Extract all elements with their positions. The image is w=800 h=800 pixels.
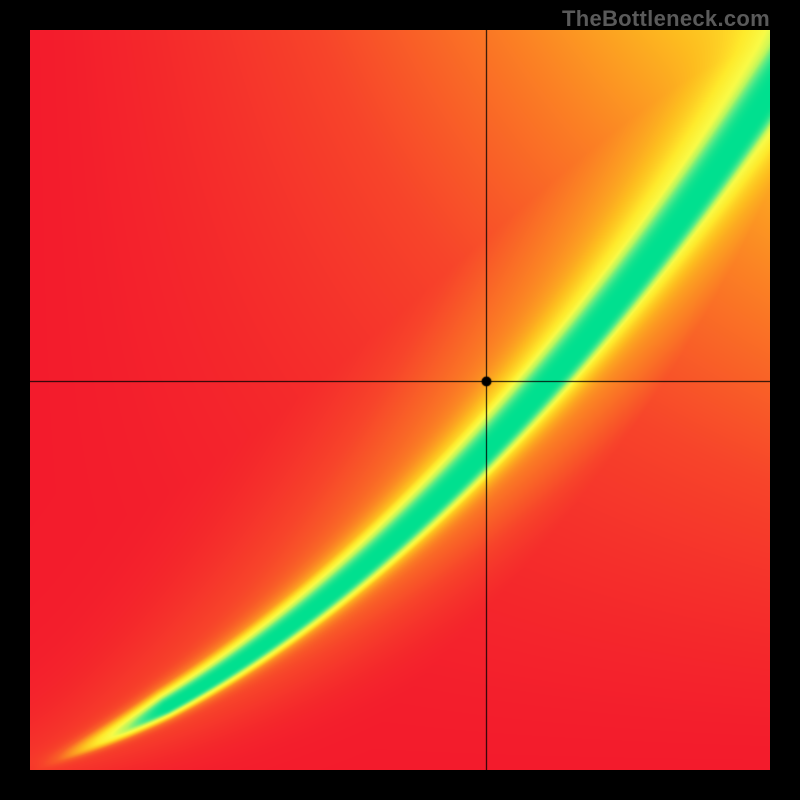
heatmap-plot [30,30,770,770]
chart-container: TheBottleneck.com [0,0,800,800]
heatmap-canvas [30,30,770,770]
watermark-text: TheBottleneck.com [562,6,770,32]
